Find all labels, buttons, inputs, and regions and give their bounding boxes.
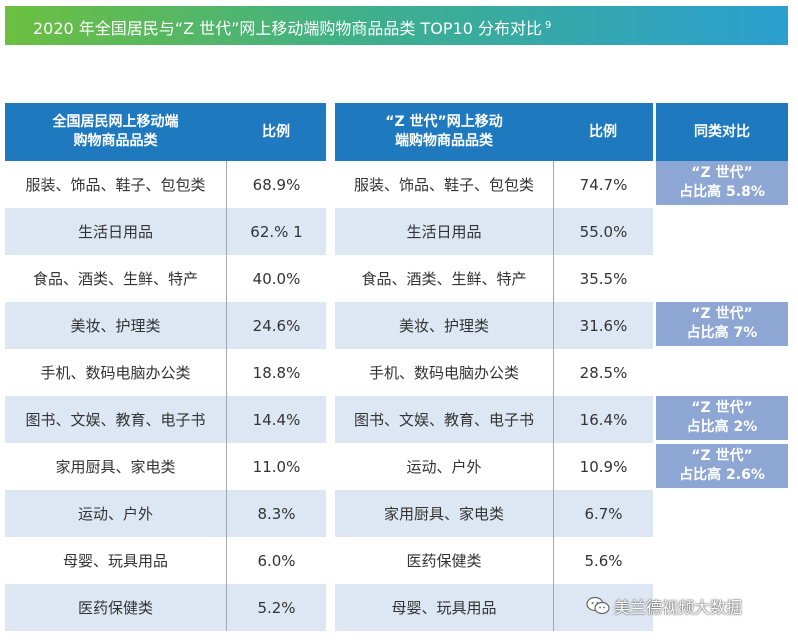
table-row: 手机、数码电脑办公类 28.5% [335, 349, 653, 396]
ratio-cell: 24.6% [226, 302, 326, 349]
genz-table: “Z 世代”网上移动 端购物商品品类 比例 服装、饰品、鞋子、包包类 74.7% … [335, 103, 653, 631]
category-cell: 运动、户外 [406, 458, 482, 476]
table-row: 医药保健类 5.2% [5, 584, 326, 631]
ratio-cell: 8.3% [226, 490, 326, 537]
table-row: 服装、饰品、鞋子、包包类 68.9% [5, 161, 326, 208]
badge-line2: 占比高 5.8% [679, 184, 765, 200]
table-row: 医药保健类 5.6% [335, 537, 653, 584]
table-row: 运动、户外 10.9% [335, 443, 653, 490]
badge-line1: “Z 世代” [691, 400, 753, 416]
comparison-header: 同类对比 [656, 103, 788, 161]
category-cell: 美妆、护理类 [70, 317, 161, 335]
ratio-cell: 16.4% [553, 396, 653, 443]
table-row: 美妆、护理类 24.6% [5, 302, 326, 349]
table-row: 食品、酒类、生鲜、特产 40.0% [5, 255, 326, 302]
table-row: 图书、文娱、教育、电子书 16.4% [335, 396, 653, 443]
table-row: 生活日用品 55.0% [335, 208, 653, 255]
category-cell: 图书、文娱、教育、电子书 [353, 411, 534, 429]
category-cell: 服装、饰品、鞋子、包包类 [25, 176, 206, 194]
national-table-header: 全国居民网上移动端 购物商品品类 比例 [5, 103, 326, 161]
ratio-cell: 11.0% [226, 443, 326, 490]
category-cell: 家用厨具、家电类 [383, 505, 504, 523]
category-cell: 食品、酒类、生鲜、特产 [32, 270, 198, 288]
category-cell: 手机、数码电脑办公类 [40, 364, 191, 382]
genz-table-header: “Z 世代”网上移动 端购物商品品类 比例 [335, 103, 653, 161]
category-cell: 家用厨具、家电类 [55, 458, 176, 476]
ratio-cell: 6.7% [553, 490, 653, 537]
title-banner: 2020 年全国居民与“Z 世代”网上移动端购物商品品类 TOP10 分布对比 9 [5, 6, 788, 45]
category-cell: 医药保健类 [77, 599, 153, 617]
table-row: 家用厨具、家电类 6.7% [335, 490, 653, 537]
comparison-badge: “Z 世代” 占比高 2% [656, 396, 788, 440]
ratio-cell: 62.% 1 [226, 208, 326, 255]
ratio-cell: 14.4% [226, 396, 326, 443]
ratio-cell: 10.9% [553, 443, 653, 490]
comparison-column: 同类对比 [656, 103, 788, 161]
ratio-cell: 31.6% [553, 302, 653, 349]
ratio-cell: 74.7% [553, 161, 653, 208]
ratio-cell [553, 584, 653, 631]
ratio-cell: 5.2% [226, 584, 326, 631]
comparison-badge: “Z 世代” 占比高 5.8% [656, 161, 788, 205]
ratio-cell: 40.0% [226, 255, 326, 302]
table-row: 母婴、玩具用品 6.0% [5, 537, 326, 584]
ratio-cell: 28.5% [553, 349, 653, 396]
page-title: 2020 年全国居民与“Z 世代”网上移动端购物商品品类 TOP10 分布对比 [33, 19, 542, 38]
badge-line1: “Z 世代” [691, 306, 753, 322]
genz-category-header-line1: “Z 世代”网上移动 [385, 114, 503, 130]
genz-category-header: “Z 世代”网上移动 端购物商品品类 [335, 103, 553, 161]
category-cell: 运动、户外 [77, 505, 153, 523]
wechat-icon [586, 595, 610, 617]
national-category-header-line1: 全国居民网上移动端 [52, 114, 179, 130]
ratio-cell: 35.5% [553, 255, 653, 302]
badge-line2: 占比高 2% [686, 419, 758, 435]
national-category-header-line2: 购物商品品类 [73, 133, 158, 149]
comparison-badge: “Z 世代” 占比高 2.6% [656, 444, 788, 488]
table-row: 美妆、护理类 31.6% [335, 302, 653, 349]
ratio-cell: 5.6% [553, 537, 653, 584]
ratio-cell: 68.9% [226, 161, 326, 208]
table-row: 手机、数码电脑办公类 18.8% [5, 349, 326, 396]
comparison-badge: “Z 世代” 占比高 7% [656, 302, 788, 346]
category-cell: 母婴、玩具用品 [391, 599, 497, 617]
table-row: 运动、户外 8.3% [5, 490, 326, 537]
badge-line1: “Z 世代” [691, 165, 753, 181]
genz-ratio-header: 比例 [589, 123, 617, 140]
ratio-cell: 18.8% [226, 349, 326, 396]
ratio-cell: 6.0% [226, 537, 326, 584]
footnote-marker: 9 [544, 20, 552, 31]
category-cell: 生活日用品 [77, 223, 153, 241]
watermark-text: 美兰德视频大数据 [614, 598, 743, 617]
category-cell: 食品、酒类、生鲜、特产 [361, 270, 527, 288]
category-cell: 生活日用品 [406, 223, 482, 241]
badge-line2: 占比高 2.6% [679, 467, 765, 483]
table-row: 图书、文娱、教育、电子书 14.4% [5, 396, 326, 443]
national-table: 全国居民网上移动端 购物商品品类 比例 服装、饰品、鞋子、包包类 68.9% 生活… [5, 103, 326, 631]
category-cell: 服装、饰品、鞋子、包包类 [353, 176, 534, 194]
table-row: 家用厨具、家电类 11.0% [5, 443, 326, 490]
table-row: 服装、饰品、鞋子、包包类 74.7% [335, 161, 653, 208]
badge-line2: 占比高 7% [686, 325, 758, 341]
national-category-header: 全国居民网上移动端 购物商品品类 [5, 103, 226, 161]
category-cell: 母婴、玩具用品 [62, 552, 168, 570]
table-row: 食品、酒类、生鲜、特产 35.5% [335, 255, 653, 302]
table-row: 生活日用品 62.% 1 [5, 208, 326, 255]
national-ratio-header: 比例 [262, 123, 290, 140]
category-cell: 美妆、护理类 [398, 317, 489, 335]
category-cell: 手机、数码电脑办公类 [368, 364, 519, 382]
category-cell: 医药保健类 [406, 552, 482, 570]
badge-line1: “Z 世代” [691, 448, 753, 464]
watermark: 美兰德视频大数据 [586, 594, 742, 618]
genz-category-header-line2: 端购物商品品类 [395, 133, 493, 149]
ratio-cell: 55.0% [553, 208, 653, 255]
category-cell: 图书、文娱、教育、电子书 [25, 411, 206, 429]
